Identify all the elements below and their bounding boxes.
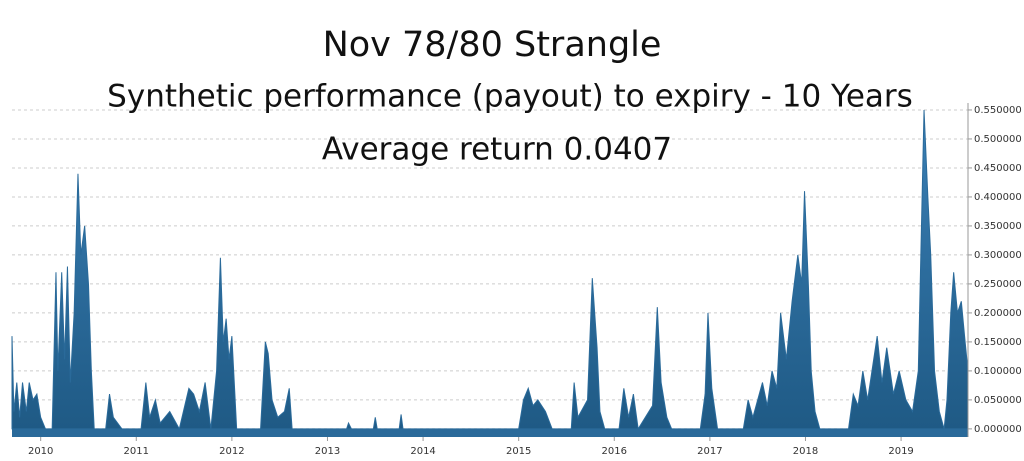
x-tick-label: 2010: [28, 446, 53, 457]
y-tick-label: 0.300000: [974, 250, 1022, 261]
x-tick-label: 2012: [219, 446, 244, 457]
chart-title: Nov 78/80 Strangle: [323, 25, 662, 65]
x-tick-label: 2013: [315, 446, 340, 457]
x-tick-label: 2018: [793, 446, 818, 457]
y-tick-label: 0.350000: [974, 221, 1022, 232]
area: [11, 109, 969, 431]
x-tick-label: 2016: [602, 446, 627, 457]
y-tick-label: 0.200000: [974, 308, 1022, 319]
y-tick-label: 0.250000: [974, 279, 1022, 290]
x-tick-label: 2017: [697, 446, 722, 457]
annotation: Average return 0.0407: [322, 132, 672, 168]
y-tick-label: 0.450000: [974, 163, 1022, 174]
y-tick-label: 0.500000: [974, 134, 1022, 145]
y-tick-label: 0.400000: [974, 192, 1022, 203]
y-tick-label: 0.000000: [974, 424, 1022, 435]
y-tick-label: 0.550000: [974, 105, 1022, 116]
x-tick-label: 2015: [506, 446, 531, 457]
x-tick-label: 2019: [888, 446, 913, 457]
y-tick-label: 0.150000: [974, 337, 1022, 348]
y-tick-label: 0.100000: [974, 366, 1022, 377]
x-tick-label: 2014: [410, 446, 435, 457]
x-tick-label: 2011: [124, 446, 149, 457]
y-tick-label: 0.050000: [974, 395, 1022, 406]
baseline-band: [12, 428, 968, 437]
chart-subtitle: Synthetic performance (payout) to expiry…: [107, 79, 913, 115]
